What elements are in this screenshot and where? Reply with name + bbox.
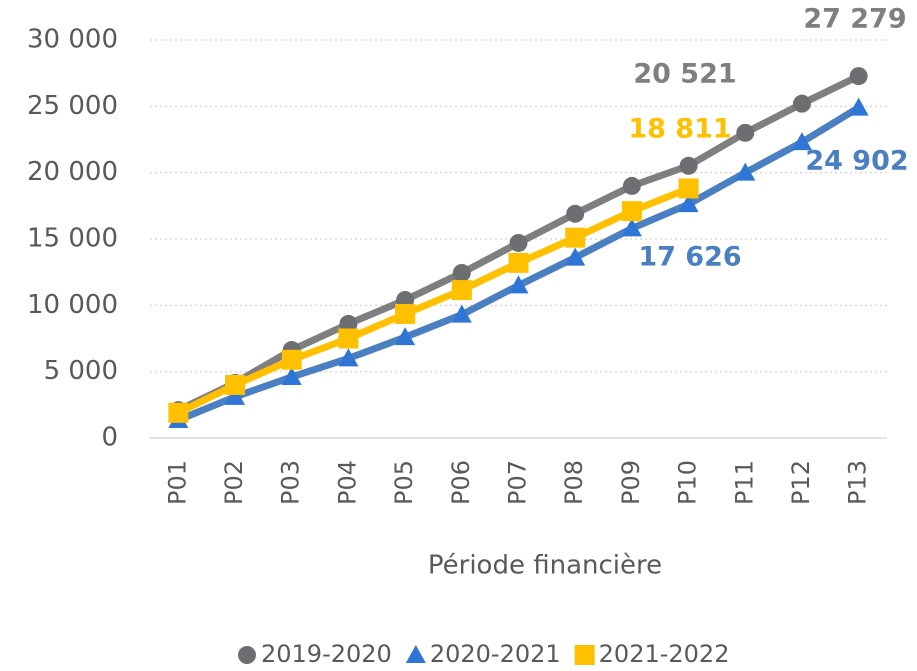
marker — [622, 176, 641, 195]
marker — [621, 218, 642, 237]
marker — [451, 304, 472, 323]
marker — [281, 366, 302, 385]
marker — [736, 123, 755, 142]
data-label: 24 902 — [805, 146, 908, 177]
x-tick-label: P12 — [787, 460, 815, 505]
x-tick-label: P06 — [447, 460, 475, 505]
marker — [225, 374, 246, 395]
marker — [848, 97, 869, 116]
marker — [338, 348, 359, 367]
marker — [849, 67, 868, 86]
y-tick-label: 20 000 — [27, 157, 118, 187]
marker — [565, 247, 586, 266]
x-tick-label: P02 — [220, 460, 248, 505]
marker — [621, 201, 642, 222]
marker — [339, 314, 358, 333]
marker — [792, 94, 811, 113]
marker — [225, 386, 246, 405]
marker — [508, 275, 529, 294]
marker — [405, 645, 426, 663]
data-label: 18 811 — [628, 114, 731, 145]
legend-label: 2020-2021 — [430, 640, 561, 668]
x-tick-label: P04 — [333, 460, 361, 505]
x-axis-title: Période financière — [428, 551, 662, 581]
x-tick-label: P01 — [163, 460, 191, 505]
y-tick-label: 30 000 — [27, 25, 118, 55]
marker — [566, 204, 585, 223]
marker — [452, 263, 471, 282]
y-tick-label: 25 000 — [27, 91, 118, 121]
y-tick-label: 0 — [101, 423, 118, 453]
x-tick-label: P09 — [617, 460, 645, 505]
y-tick-label: 10 000 — [27, 290, 118, 320]
series-line — [176, 185, 690, 416]
x-tick-label: P10 — [674, 460, 702, 505]
marker — [338, 328, 359, 349]
x-tick-label: P08 — [560, 460, 588, 505]
marker — [281, 349, 302, 370]
marker — [678, 194, 699, 213]
data-label: 17 626 — [638, 242, 741, 273]
marker — [451, 280, 472, 301]
marker — [678, 178, 699, 199]
marker — [574, 645, 595, 665]
y-tick-label: 15 000 — [27, 224, 118, 254]
legend-label: 2021-2022 — [599, 640, 730, 668]
x-tick-label: P11 — [730, 460, 758, 505]
marker — [791, 132, 812, 151]
marker — [168, 402, 189, 423]
marker — [395, 303, 416, 324]
marker — [395, 327, 416, 346]
data-label: 20 521 — [633, 59, 736, 90]
y-tick-label: 5 000 — [44, 356, 118, 386]
marker — [238, 646, 256, 664]
x-tick-label: P13 — [844, 460, 872, 505]
marker — [735, 162, 756, 181]
legend-label: 2019-2020 — [261, 640, 392, 668]
x-tick-label: P07 — [504, 460, 532, 505]
marker — [565, 227, 586, 248]
marker — [509, 233, 528, 252]
marker — [679, 156, 698, 175]
x-tick-label: P03 — [277, 460, 305, 505]
x-tick-label: P05 — [390, 460, 418, 505]
data-label: 27 279 — [803, 4, 906, 35]
marker — [508, 252, 529, 273]
